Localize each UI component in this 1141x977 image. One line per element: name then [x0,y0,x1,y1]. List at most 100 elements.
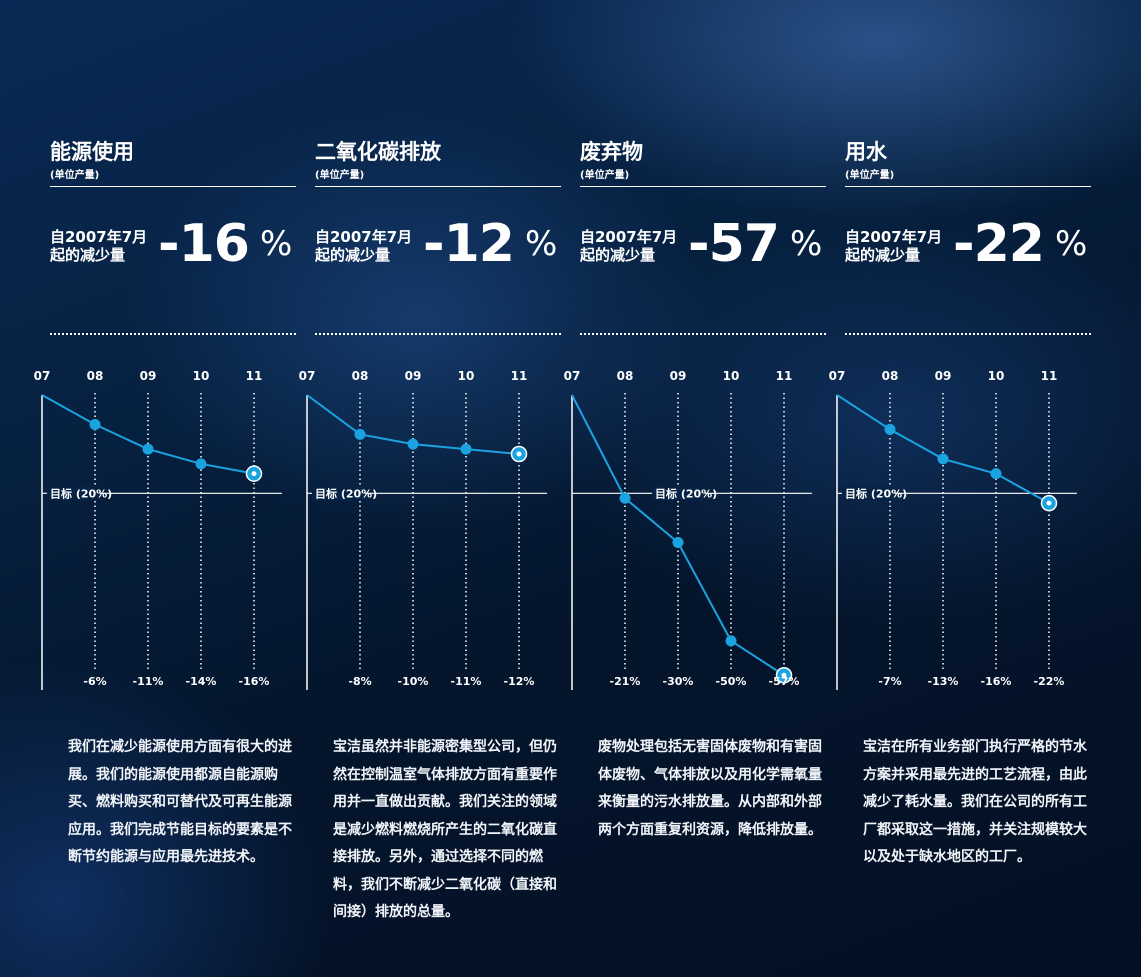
data-point-09 [142,443,154,455]
value-label-09: -13% [928,675,959,688]
data-point-11-center [251,471,257,477]
x-tick-label-10: 10 [458,369,475,383]
value-label-10: -11% [451,675,482,688]
dotted-divider [845,333,1091,335]
title-rule [845,186,1091,187]
panel-description: 宝洁虽然并非能源密集型公司，但仍然在控制温室气体排放方面有重要作用并一直做出贡献… [333,739,557,920]
waste-line-chart: 07 08 09 10 11 目标 (20%) -21% -30% -50% -57% [564,369,812,690]
panel-energy: 能源使用 (单位产量) 自2007年7月起的减少量 -16 % 07 08 09 10… [34,0,300,977]
data-point-08 [89,419,101,430]
panel-description: 我们在减少能源使用方面有很大的进展。我们的能源使用都源自能源购买、燃料购买和可替… [68,739,292,865]
data-point-10 [725,635,737,647]
reduction-value: -57 [688,214,780,274]
x-tick-label-09: 09 [670,369,687,383]
x-tick-label-09: 09 [140,369,157,383]
data-point-11-center [1046,500,1052,506]
dotted-divider [50,333,296,335]
reduction-value: -12 [423,214,515,274]
data-point-08 [884,423,896,435]
value-label-08: -8% [348,675,371,688]
value-label-11: -16% [239,675,270,688]
panel-co2: 二氧化碳排放 (单位产量) 自2007年7月起的减少量 -12 % 07 08 09… [299,0,565,977]
title-rule [315,186,561,187]
value-label-11: -22% [1034,675,1065,688]
x-tick-label-09: 09 [935,369,952,383]
x-tick-label-07: 07 [564,369,581,383]
reduction-value: -22 [953,214,1045,274]
x-tick-label-11: 11 [1041,369,1058,383]
target-label-backdrop [652,486,705,501]
panel-title: 废弃物 [580,140,643,164]
target-label: 目标 (20%) [655,486,717,500]
since-label: 自2007年7月起的减少量 [580,228,678,264]
data-point-11-center [781,672,787,678]
x-tick-label-08: 08 [617,369,634,383]
series-line [571,394,785,677]
panel-subtitle: (单位产量) [580,170,630,181]
data-point-10 [990,468,1002,480]
x-tick-label-11: 11 [511,369,528,383]
panel-description: 废物处理包括无害固体废物和有害固体废物、气体排放以及用化学需氧量来衡量的污水排放… [598,739,822,838]
since-label: 自2007年7月起的减少量 [845,228,943,264]
panel-water: 用水 (单位产量) 自2007年7月起的减少量 -22 % 07 08 09 10 11… [829,0,1095,977]
value-label-09: -30% [663,675,694,688]
x-tick-label-11: 11 [776,369,793,383]
percent-sign: % [525,224,558,264]
value-label-11: -12% [504,675,535,688]
value-label-09: -11% [133,675,164,688]
percent-sign: % [260,224,293,264]
value-label-10: -16% [981,675,1012,688]
x-tick-label-07: 07 [299,369,316,383]
panel-description: 宝洁在所有业务部门执行严格的节水方案并采用最先进的工艺流程，由此减少了耗水量。我… [863,739,1087,865]
target-label: 目标 (20%) [315,486,377,500]
x-tick-label-07: 07 [34,369,51,383]
x-tick-label-07: 07 [829,369,846,383]
x-tick-label-09: 09 [405,369,422,383]
x-tick-label-10: 10 [723,369,740,383]
data-point-08 [354,428,366,440]
target-label: 目标 (20%) [845,486,907,500]
data-point-10 [460,443,472,455]
target-label-backdrop [47,486,100,501]
panel-waste: 废弃物 (单位产量) 自2007年7月起的减少量 -57 % 07 08 09 10 1… [564,0,830,977]
value-label-10: -50% [716,675,747,688]
value-label-10: -14% [186,675,217,688]
title-rule [50,186,296,187]
value-label-09: -10% [398,675,429,688]
x-tick-label-08: 08 [87,369,104,383]
percent-sign: % [1055,224,1088,264]
target-label-backdrop [842,486,895,501]
reduction-value: -16 [158,214,250,274]
data-point-09 [407,438,419,450]
since-label: 自2007年7月起的减少量 [315,228,413,264]
energy-line-chart: 07 08 09 10 11 目标 (20%) -6% -11% -14% -16% [34,369,282,690]
data-point-08 [619,492,631,504]
value-label-11: -57% [769,675,800,688]
value-label-08: -7% [878,675,901,688]
water-line-chart: 07 08 09 10 11 目标 (20%) -7% -13% -16% -22% [829,369,1077,690]
data-point-11-center [516,451,522,457]
since-label: 自2007年7月起的减少量 [50,228,148,264]
panel-subtitle: (单位产量) [50,170,100,181]
target-label-backdrop [312,486,365,501]
x-tick-label-11: 11 [246,369,263,383]
panel-subtitle: (单位产量) [845,170,895,181]
data-point-10 [195,458,207,470]
data-point-09 [937,453,949,465]
x-tick-label-10: 10 [988,369,1005,383]
target-label: 目标 (20%) [50,486,112,500]
value-label-08: -21% [610,675,641,688]
x-tick-label-08: 08 [352,369,369,383]
panel-subtitle: (单位产量) [315,170,365,181]
dotted-divider [580,333,826,335]
x-tick-label-10: 10 [193,369,210,383]
dotted-divider [315,333,561,335]
data-point-09 [672,537,684,548]
percent-sign: % [790,224,823,264]
x-tick-label-08: 08 [882,369,899,383]
title-rule [580,186,826,187]
value-label-08: -6% [83,675,106,688]
panel-title: 用水 [845,140,887,164]
panel-title: 二氧化碳排放 [315,140,441,164]
co2-line-chart: 07 08 09 10 11 目标 (20%) -8% -10% -11% -12% [299,369,547,690]
